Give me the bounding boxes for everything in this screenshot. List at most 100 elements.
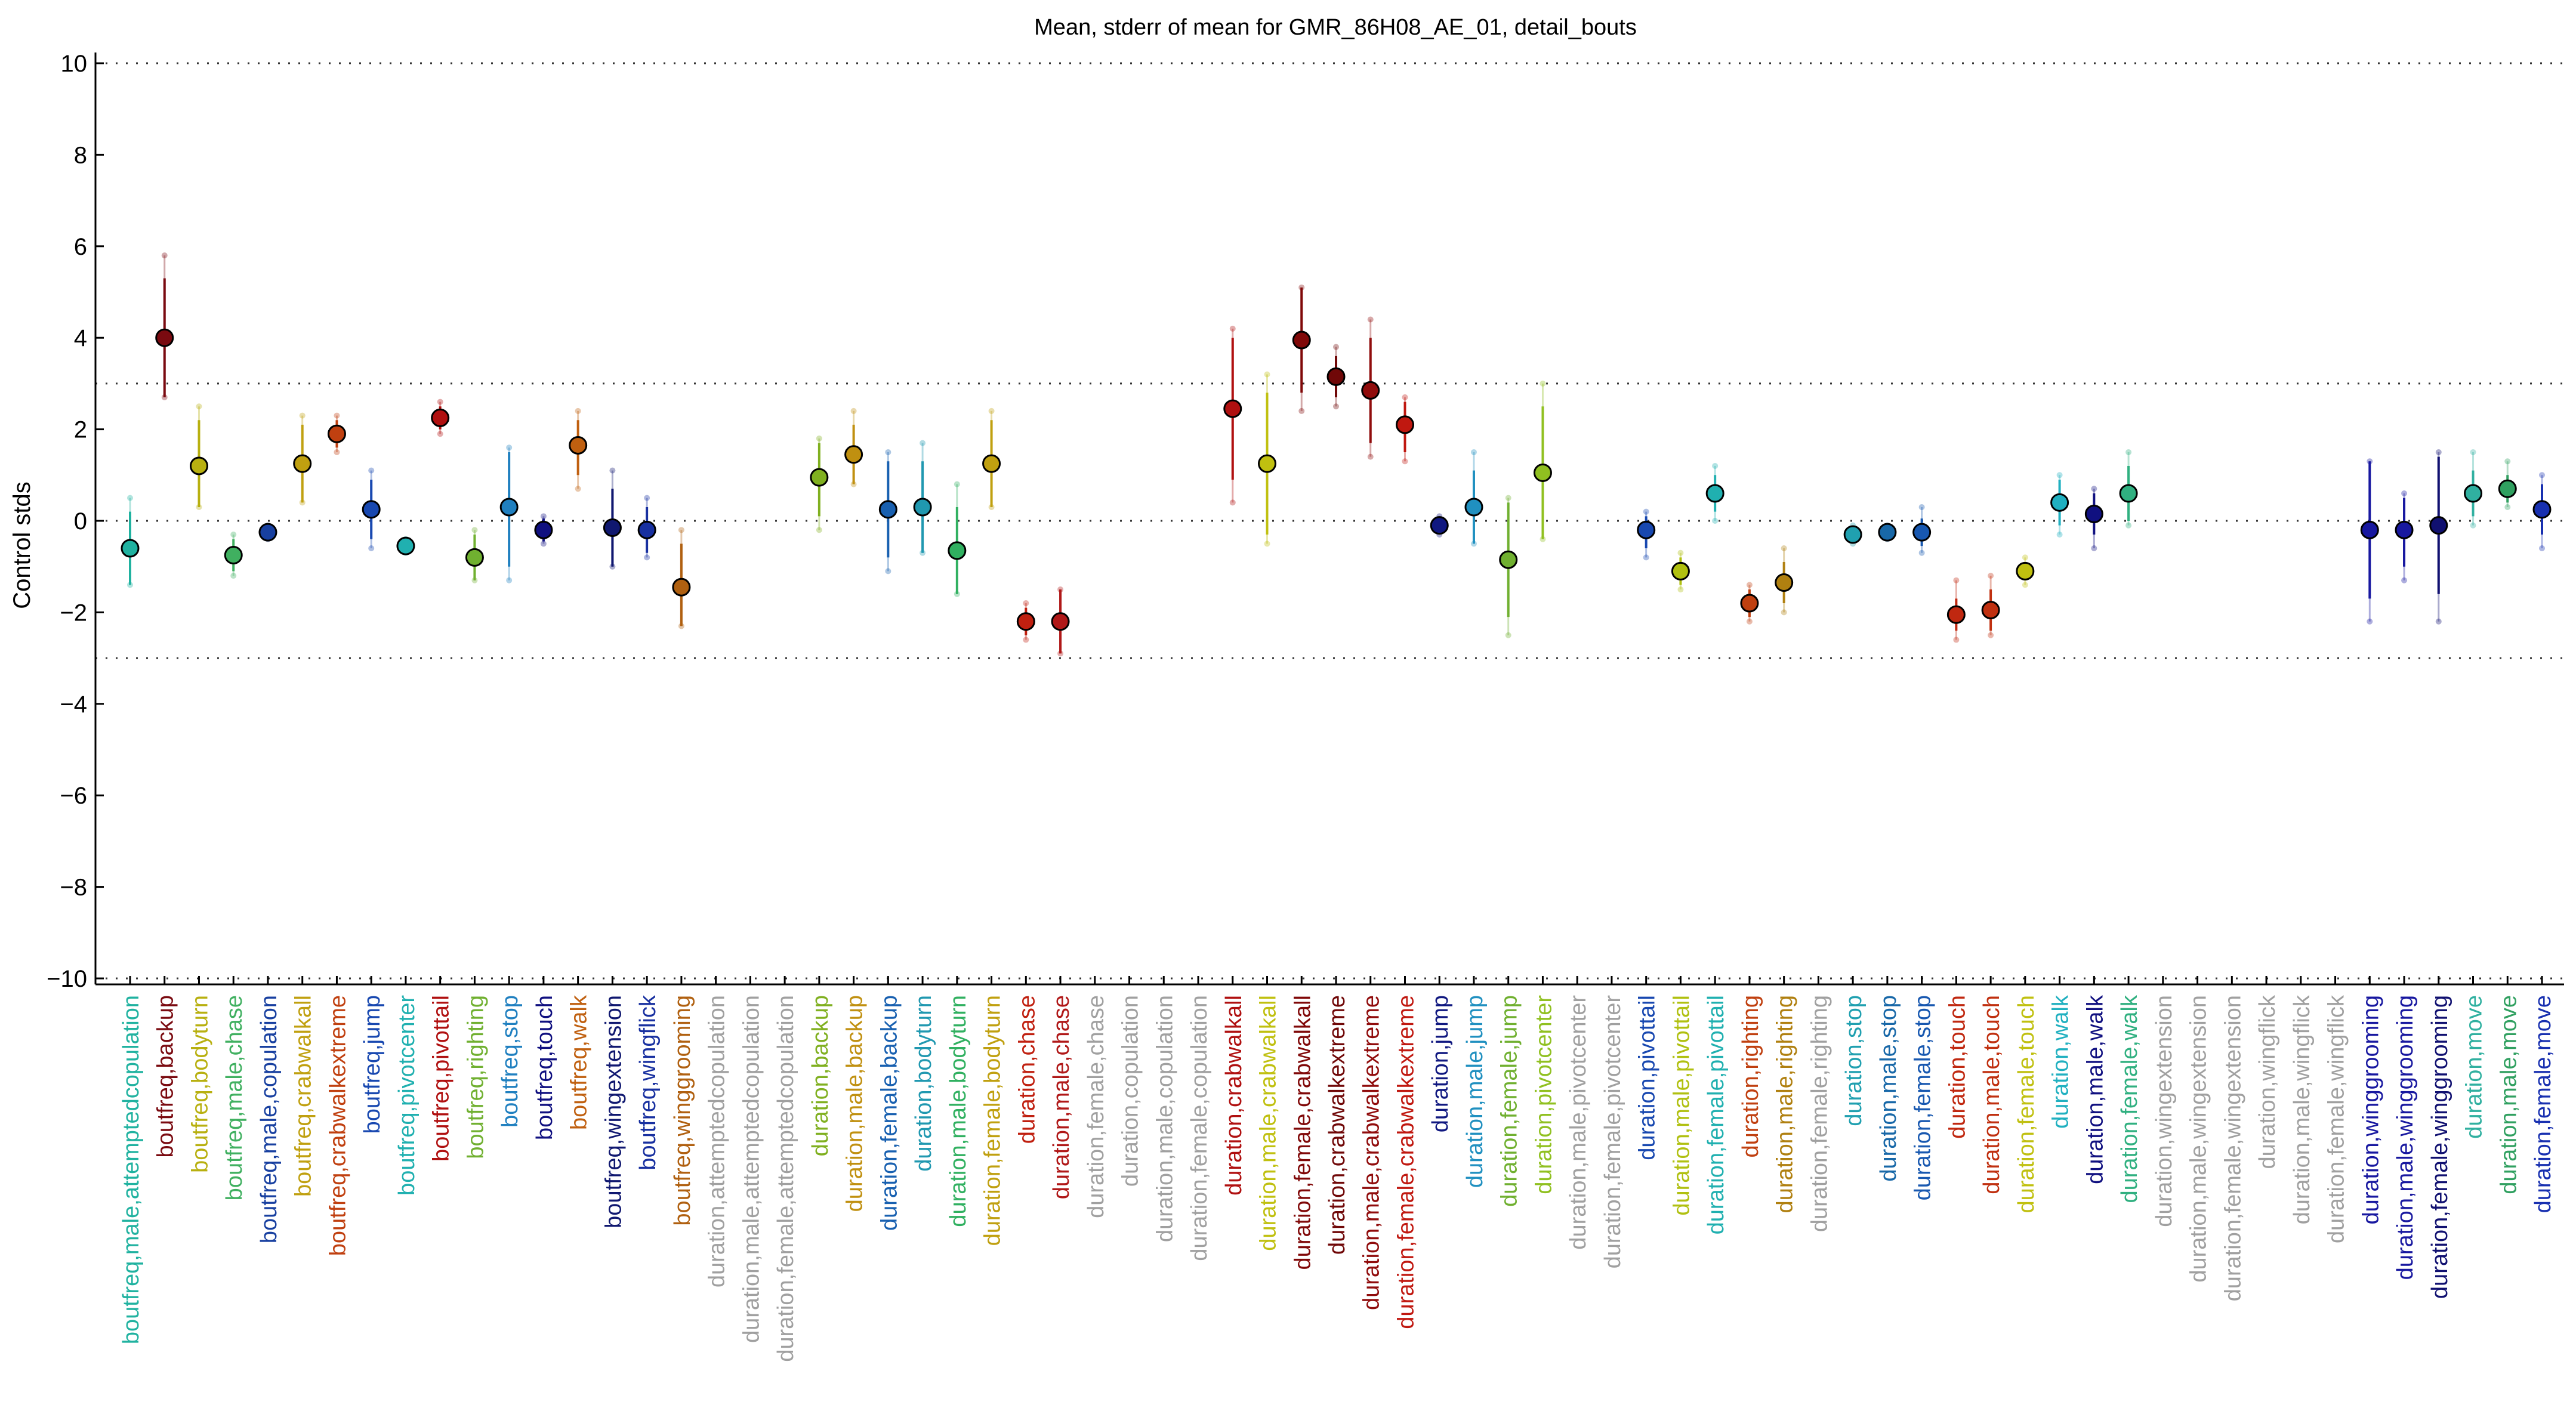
range-max-dot [334, 412, 340, 419]
x-tick-label: duration,wingextension [2152, 995, 2177, 1227]
range-max-dot [506, 444, 513, 451]
x-axis-tick-labels: boutfreq,male,attemptedcopulation boutfre… [119, 976, 2556, 1362]
mean-marker [2050, 493, 2069, 512]
x-tick-label: duration,male,touch [1979, 995, 2004, 1194]
range-min-dot [2401, 577, 2408, 583]
data-point-group [499, 444, 519, 583]
x-tick-label: duration,copulation [1118, 995, 1143, 1187]
x-tick-label: duration,female,attemptedcopulation [773, 995, 798, 1362]
x-tick-label: duration,female,touch [2014, 995, 2039, 1213]
mean-marker [1223, 399, 1242, 418]
x-tick-label: boutfreq,pivotcenter [394, 995, 419, 1196]
range-min-dot [1677, 586, 1684, 593]
x-tick-label: duration,winggrooming [2358, 995, 2383, 1224]
range-max-dot [816, 435, 822, 441]
data-point-group [431, 399, 450, 437]
mean-marker [327, 424, 346, 443]
data-point-group [2084, 486, 2103, 552]
x-tick-label: duration,female,pivottail [1704, 995, 1729, 1234]
range-max-dot [471, 527, 478, 533]
x-tick-label: boutfreq,wingextension [601, 995, 626, 1228]
mean-marker [2016, 561, 2035, 580]
x-tick-label: duration,male,pivotcenter [1566, 995, 1591, 1250]
mean-marker [293, 454, 312, 473]
x-tick-label: duration,female,chase [1084, 995, 1109, 1218]
x-tick-label: duration,female,crabwalkall [1290, 995, 1315, 1270]
mean-marker [1016, 612, 1035, 631]
data-marks [121, 252, 2552, 657]
x-tick-label: duration,female,winggrooming [2427, 995, 2452, 1299]
range-max-dot [1470, 449, 1477, 455]
range-min-dot [1712, 518, 1719, 524]
range-max-dot [1229, 325, 1236, 332]
mean-marker [1258, 454, 1277, 473]
range-min-dot [506, 577, 513, 583]
range-max-dot [1264, 371, 1270, 378]
x-tick-label: duration,walk [2049, 995, 2074, 1129]
x-tick-label: duration,female,stop [1911, 995, 1936, 1200]
range-max-dot [988, 407, 995, 414]
range-max-dot [1505, 495, 1511, 501]
mean-marker [465, 548, 484, 567]
mean-marker [1946, 605, 1966, 624]
mean-marker [569, 436, 588, 455]
range-max-dot [196, 403, 202, 410]
mean-marker [2498, 479, 2517, 498]
data-point-group [2464, 449, 2483, 529]
x-tick-label: duration,male,righting [1773, 995, 1798, 1213]
data-point-group [2498, 458, 2517, 510]
mean-marker [672, 578, 691, 597]
data-point-group [1705, 462, 1724, 524]
y-tick-label: 0 [74, 508, 87, 535]
range-min-dot [437, 431, 443, 437]
x-tick-label: boutfreq,male,chase [222, 995, 247, 1200]
x-tick-label: duration,jump [1428, 995, 1453, 1132]
mean-marker [1051, 612, 1070, 631]
x-tick-label: duration,touch [1945, 995, 1970, 1139]
data-point-group [189, 403, 208, 510]
range-max-dot [540, 513, 547, 520]
x-tick-label: duration,female,pivotcenter [1600, 995, 1625, 1269]
data-point-group [913, 440, 932, 556]
range-min-dot [2504, 504, 2511, 510]
x-tick-label: duration,wingflick [2255, 995, 2280, 1169]
data-point-group [1326, 344, 1346, 410]
mean-marker [534, 520, 553, 539]
x-tick-label: duration,female,move [2531, 995, 2556, 1213]
range-max-dot [2056, 472, 2063, 478]
range-max-dot [575, 407, 581, 414]
x-tick-label: duration,male,wingextension [2186, 995, 2211, 1283]
data-point-group [465, 527, 484, 583]
range-max-dot [1643, 508, 1649, 515]
y-tick-label: −4 [60, 691, 87, 718]
range-max-dot [1023, 600, 1029, 607]
mean-marker [1499, 550, 1518, 569]
range-max-dot [1367, 316, 1374, 323]
range-max-dot [954, 481, 960, 487]
range-max-dot [2401, 490, 2408, 496]
mean-marker [982, 454, 1001, 473]
range-min-dot [230, 573, 237, 579]
data-point-group [155, 252, 174, 400]
mean-marker [878, 500, 897, 519]
range-min-dot [1402, 458, 1408, 465]
x-tick-label: duration,male,crabwalkextreme [1359, 995, 1384, 1310]
x-tick-label: duration,pivotcenter [1531, 995, 1556, 1194]
x-tick-label: duration,righting [1738, 995, 1763, 1158]
x-tick-label: duration,female,crabwalkextreme [1393, 995, 1418, 1329]
x-tick-label: duration,male,stop [1876, 995, 1901, 1182]
y-tick-label: 2 [74, 417, 87, 443]
range-min-dot [1264, 541, 1270, 547]
x-tick-label: duration,male,crabwalkall [1256, 995, 1281, 1251]
data-point-group [982, 407, 1001, 510]
range-max-dot [2504, 458, 2511, 465]
mean-marker [1671, 561, 1690, 580]
range-max-dot [2125, 449, 2132, 455]
range-max-dot [920, 440, 926, 446]
data-point-group [2429, 449, 2448, 625]
data-point-group [1499, 495, 1518, 638]
x-tick-label: duration,male,attemptedcopulation [739, 995, 764, 1343]
range-max-dot [127, 495, 133, 501]
x-tick-label: boutfreq,touch [532, 995, 557, 1140]
x-tick-label: boutfreq,righting [463, 995, 488, 1159]
